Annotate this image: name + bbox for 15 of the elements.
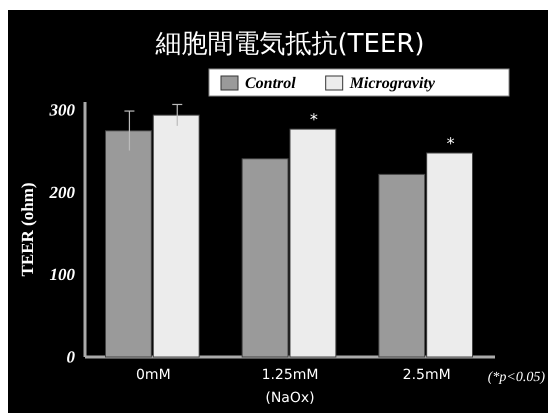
annotation: *: [446, 134, 455, 153]
y-tick-label: 0: [66, 347, 76, 366]
chart-title: 細胞間電気抵抗(TEER): [154, 29, 425, 59]
legend-label: Control: [245, 75, 296, 92]
text: (*p<0.05): [488, 370, 546, 385]
x-tick-label: 2.5mM: [402, 366, 451, 383]
y-tick-label: 100: [50, 265, 76, 284]
x-tick-label: 1.25mM: [262, 366, 318, 383]
x-axis-title: (NaOx): [265, 390, 315, 406]
annotation: *: [310, 110, 318, 130]
x-tick-label: 0mM: [136, 366, 171, 383]
y-axis-title: TEER (ohm): [18, 182, 37, 276]
legend-label: Microgravity: [348, 75, 436, 92]
y-tick-label: 300: [48, 100, 76, 120]
y-tick-label: 200: [48, 182, 76, 202]
